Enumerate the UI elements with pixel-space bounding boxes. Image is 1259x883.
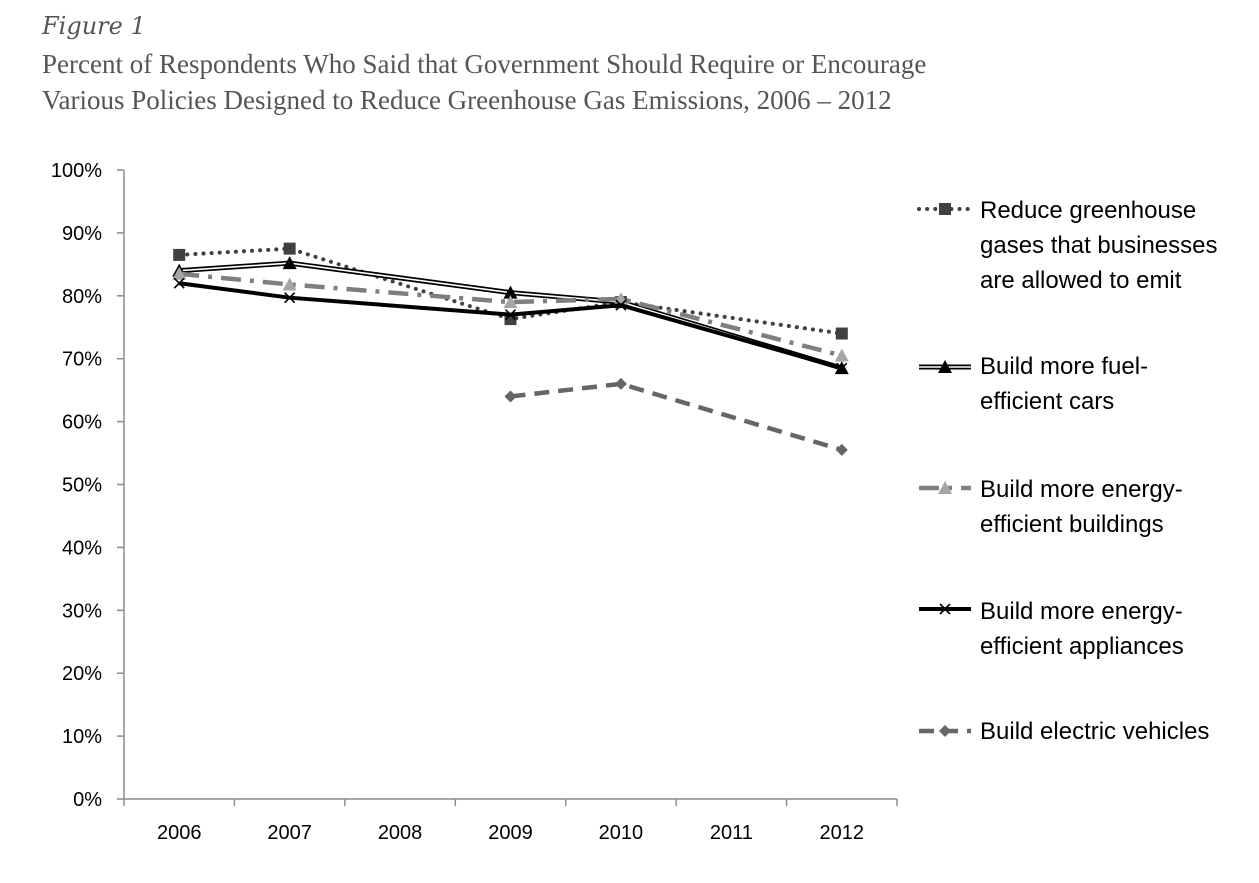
legend-label: are allowed to emit <box>980 267 1182 294</box>
data-point <box>284 292 296 304</box>
series-5 <box>504 377 848 456</box>
y-tick-label: 70% <box>62 349 102 371</box>
data-point <box>836 362 848 374</box>
data-point <box>172 266 187 280</box>
y-tick-label: 0% <box>73 789 102 811</box>
series-line <box>510 381 843 453</box>
legend-entry-4: Build more energy-efficient appliances <box>919 598 1184 660</box>
chart-title-line-1: Percent of Respondents Who Said that Gov… <box>42 49 927 79</box>
marker-stroke <box>284 292 296 304</box>
legend-marker <box>939 203 951 215</box>
marker-stroke <box>836 362 848 374</box>
legend-label: Build more energy- <box>980 598 1183 625</box>
y-tick-label: 50% <box>62 475 102 497</box>
legend-label: efficient buildings <box>980 511 1164 538</box>
series-line <box>178 271 843 358</box>
legend-entry-1: Reduce greenhouse gases that businesses ar… <box>917 197 1217 294</box>
data-point <box>173 277 185 289</box>
legend-marker <box>939 725 951 737</box>
x-tick-label: 2009 <box>488 822 533 844</box>
legend-marker <box>938 360 952 373</box>
series-4 <box>173 277 848 374</box>
data-point <box>504 309 517 321</box>
marker-stroke <box>939 603 951 615</box>
data-point <box>283 242 296 255</box>
figure-label: Figure 1 <box>42 12 146 40</box>
y-tick-label: 10% <box>62 726 102 748</box>
data-point <box>614 377 627 390</box>
legend-marker <box>938 481 952 494</box>
chart-title-line-2: Various Policies Designed to Reduce Gree… <box>42 85 892 115</box>
legend-label: Build more energy- <box>980 476 1183 503</box>
x-tick-label: 2010 <box>599 822 644 844</box>
marker-stroke <box>504 309 517 321</box>
data-point <box>835 443 848 456</box>
y-tick-label: 30% <box>62 600 102 622</box>
legend-label: Build more fuel- <box>980 353 1148 380</box>
legend-label: Build electric vehicles <box>980 718 1209 745</box>
marker-stroke <box>615 299 627 311</box>
data-point <box>282 256 297 270</box>
legend-entry-5: Build electric vehicles <box>919 718 1209 745</box>
chart-axes: 0% 10% 20% 30% 40% 50% 60% 70% 80% 90% 100% 2006 200… <box>51 160 898 844</box>
y-tick-label: 80% <box>62 286 102 308</box>
data-point <box>503 285 518 299</box>
data-point <box>615 299 627 311</box>
data-point <box>503 295 518 309</box>
data-point <box>834 348 849 362</box>
marker-stroke <box>173 277 185 289</box>
legend-marker <box>939 603 951 615</box>
legend-entry-3: Build more energy-efficient buildings <box>919 476 1183 538</box>
x-tick-label: 2008 <box>378 822 423 844</box>
legend-label: Reduce greenhouse <box>980 197 1196 224</box>
data-point <box>173 248 186 261</box>
legend-label: efficient appliances <box>980 633 1184 660</box>
y-tick-label: 100% <box>51 160 102 182</box>
legend-label: gases that businesses <box>980 232 1217 259</box>
x-tick-label: 2012 <box>820 822 865 844</box>
data-point <box>282 277 297 291</box>
x-tick-label: 2011 <box>710 822 753 844</box>
x-tick-label: 2006 <box>157 822 202 844</box>
series-3 <box>172 266 849 362</box>
y-tick-label: 90% <box>62 223 102 245</box>
x-tick-label: 2007 <box>267 822 312 844</box>
y-tick-label: 20% <box>62 663 102 685</box>
y-tick-label: 60% <box>62 412 102 434</box>
chart-legend: Reduce greenhouse gases that businesses ar… <box>917 197 1217 745</box>
legend-label: efficient cars <box>980 388 1114 415</box>
data-point <box>835 327 848 340</box>
legend-entry-2: Build more fuel-efficient cars <box>919 353 1148 415</box>
chart-series <box>172 242 849 456</box>
y-tick-label: 40% <box>62 537 102 559</box>
series-line <box>177 246 844 336</box>
chart-title: Percent of Respondents Who Said that Gov… <box>42 46 1192 118</box>
data-point <box>504 390 517 403</box>
